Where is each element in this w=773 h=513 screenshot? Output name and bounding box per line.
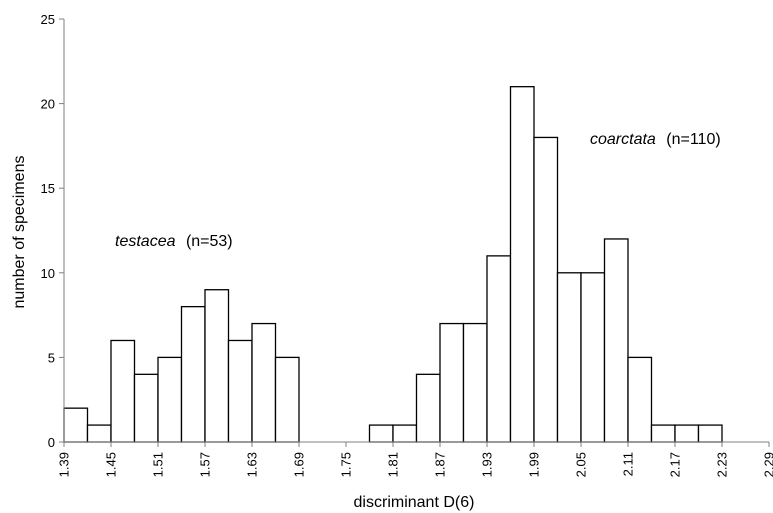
x-tick-label: 1.63 xyxy=(245,452,260,477)
histogram-bar xyxy=(415,373,441,443)
x-tick-label: 2.29 xyxy=(762,452,773,477)
histogram-bar xyxy=(133,373,159,443)
bars-group xyxy=(63,86,723,443)
histogram-bar xyxy=(603,238,629,443)
y-tick-label: 10 xyxy=(41,266,55,281)
x-axis-title: discriminant D(6) xyxy=(354,494,475,511)
annotation-testacea-count: (n=53) xyxy=(186,233,233,250)
histogram-bar xyxy=(439,322,465,443)
histogram-bar xyxy=(227,339,253,443)
x-ticks-group: 1.39 1.45 1.51 1.57 1.63 1.69 1.75 1.81 1.87 1.93… xyxy=(57,442,773,477)
x-tick-label: 2.23 xyxy=(715,452,730,477)
y-tick-label: 0 xyxy=(48,435,55,450)
x-tick-label: 1.87 xyxy=(433,452,448,477)
annotation-coarctata-count: (n=110) xyxy=(666,131,720,148)
x-tick-label: 1.81 xyxy=(386,452,401,477)
y-tick-label: 20 xyxy=(41,97,55,112)
x-tick-label: 1.75 xyxy=(339,452,354,477)
histogram-bar xyxy=(580,272,606,443)
y-tick-label: 25 xyxy=(41,12,55,27)
histogram-bar xyxy=(674,424,700,443)
histogram-bar xyxy=(274,356,300,443)
x-tick-label: 2.05 xyxy=(574,452,589,477)
histogram-bar xyxy=(650,424,676,443)
histogram-bar xyxy=(63,407,89,443)
x-tick-label: 1.93 xyxy=(480,452,495,477)
annotation-coarctata-species: coarctata xyxy=(590,131,656,148)
x-tick-label: 2.11 xyxy=(621,452,636,476)
annotation-testacea-species: testacea xyxy=(115,233,176,250)
histogram-bar xyxy=(110,339,136,443)
x-tick-label: 1.69 xyxy=(292,452,307,477)
y-axis-title: number of specimens xyxy=(11,156,28,309)
histogram-bar xyxy=(180,305,206,443)
histogram-bar xyxy=(509,86,535,443)
histogram-bar xyxy=(627,356,653,443)
x-tick-label: 1.99 xyxy=(527,452,542,477)
histogram-bar xyxy=(392,424,418,443)
y-tick-label: 15 xyxy=(41,181,55,196)
x-tick-label: 1.51 xyxy=(151,452,166,477)
histogram-bar xyxy=(204,289,230,443)
histogram-bar xyxy=(533,136,559,443)
x-tick-label: 2.17 xyxy=(668,452,683,477)
y-ticks-group: 0 5 10 15 20 25 xyxy=(41,12,64,450)
histogram-bar xyxy=(368,424,394,443)
histogram-bar xyxy=(486,255,512,443)
histogram-bar xyxy=(157,356,183,443)
histogram-bar xyxy=(697,424,723,443)
x-tick-label: 1.45 xyxy=(104,452,119,477)
x-tick-label: 1.57 xyxy=(198,452,213,477)
histogram-bar xyxy=(556,272,582,443)
x-tick-label: 1.39 xyxy=(57,452,72,477)
histogram-bar xyxy=(86,424,112,443)
annotation-coarctata: coarctata (n=110) xyxy=(590,131,721,148)
y-tick-label: 5 xyxy=(48,350,55,365)
histogram-bar xyxy=(462,322,488,443)
annotation-testacea: testacea (n=53) xyxy=(115,233,233,250)
histogram-bar xyxy=(251,322,277,443)
